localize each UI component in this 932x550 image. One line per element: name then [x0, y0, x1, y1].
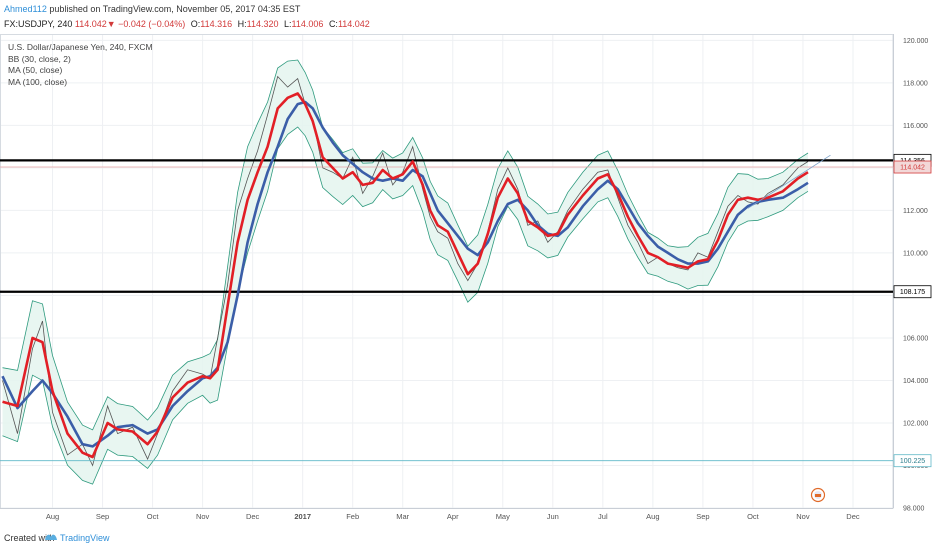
quote-line: FX:USDJPY, 240 114.042▼ −0.042 (−0.04%) … — [4, 19, 370, 29]
bollinger-band-fill — [2, 60, 808, 485]
publish-info: published on TradingView.com, November 0… — [46, 4, 301, 14]
x-tick-label: Oct — [747, 512, 760, 521]
change-value: ▼ −0.042 (−0.04%) — [106, 19, 186, 29]
low-value: 114.006 — [291, 19, 324, 29]
y-tick-label: 106.000 — [903, 335, 928, 342]
y-tick-label: 116.000 — [903, 123, 928, 130]
y-tick-label: 110.000 — [903, 250, 928, 257]
y-tick-label: 98.000 — [903, 506, 925, 513]
last-price-tag-label: 114.042 — [900, 165, 925, 172]
price-chart[interactable]: 98.000100.000102.000104.000106.000108.00… — [0, 34, 932, 528]
close-label: C: — [328, 19, 338, 29]
x-tick-label: Mar — [396, 512, 409, 521]
high-value: 114.320 — [246, 19, 279, 29]
legend-ma50[interactable]: MA (50, close) — [8, 65, 63, 75]
open-label: O: — [190, 19, 201, 29]
y-tick-label: 112.000 — [903, 208, 928, 215]
low-label: L: — [284, 19, 292, 29]
tradingview-logo-icon[interactable] — [44, 531, 58, 545]
legend-bb[interactable]: BB (30, close, 2) — [8, 53, 71, 64]
x-tick-label: Aug — [46, 512, 59, 521]
x-tick-label: Jun — [547, 512, 559, 521]
x-tick-label: Sep — [96, 512, 109, 521]
high-label: H: — [237, 19, 247, 29]
x-tick-label: Feb — [346, 512, 359, 521]
close-value: 114.042 — [337, 19, 370, 29]
ma-50-line — [2, 92, 809, 459]
level-tag-label: 108.175 — [900, 289, 925, 296]
last-price-tag-box — [893, 160, 932, 174]
y-tick-label: 102.000 — [903, 420, 928, 427]
x-tick-label: Nov — [196, 512, 210, 521]
x-tick-label: Dec — [246, 512, 260, 521]
bollinger-upper-band — [2, 59, 809, 431]
publish-line: Ahmed112 published on TradingView.com, N… — [4, 4, 300, 14]
open-value: 114.316 — [200, 19, 233, 29]
symbol-label: FX:USDJPY, 240 — [4, 19, 75, 29]
y-tick-label: 120.000 — [903, 38, 928, 45]
x-tick-label: 2017 — [294, 512, 311, 521]
horizontal-levels — [0, 159, 893, 462]
tradingview-link[interactable]: TradingView — [60, 533, 110, 543]
y-tick-label: 118.000 — [903, 80, 928, 87]
chart-legend: U.S. Dollar/Japanese Yen, 240, FXCM BB (… — [8, 42, 153, 88]
support-tag-label: 100.225 — [900, 458, 925, 465]
chart-header: Ahmed112 published on TradingView.com, N… — [0, 0, 932, 34]
bollinger-lower-band — [2, 126, 809, 485]
x-tick-label: May — [496, 512, 510, 521]
price-axis[interactable]: 98.000100.000102.000104.000106.000108.00… — [893, 34, 929, 513]
legend-ma100[interactable]: MA (100, close) — [8, 76, 68, 87]
level-tag-box — [893, 285, 932, 299]
author-link[interactable]: Ahmed112 — [4, 4, 47, 14]
support-tag-box — [893, 454, 932, 468]
x-tick-label: Nov — [796, 512, 810, 521]
trend-line — [747, 154, 831, 209]
footer: Created with TradingView — [0, 528, 932, 550]
x-tick-label: Apr — [447, 512, 459, 521]
x-tick-label: Aug — [646, 512, 659, 521]
x-tick-label: Dec — [846, 512, 860, 521]
last-price: 114.042 — [74, 19, 107, 29]
legend-symbol[interactable]: U.S. Dollar/Japanese Yen, 240, FXCM — [8, 42, 153, 52]
time-axis[interactable]: Aug Sep Oct Nov Dec 2017 Feb Mar Apr May Jun Jul Aug… — [0, 508, 893, 522]
x-tick-label: Oct — [147, 512, 160, 521]
x-tick-label: Sep — [696, 512, 709, 521]
event-flag-icon[interactable] — [810, 487, 826, 503]
y-tick-label: 104.000 — [903, 378, 928, 385]
x-tick-label: Jul — [598, 512, 608, 521]
created-with-label: Created with — [4, 533, 55, 543]
